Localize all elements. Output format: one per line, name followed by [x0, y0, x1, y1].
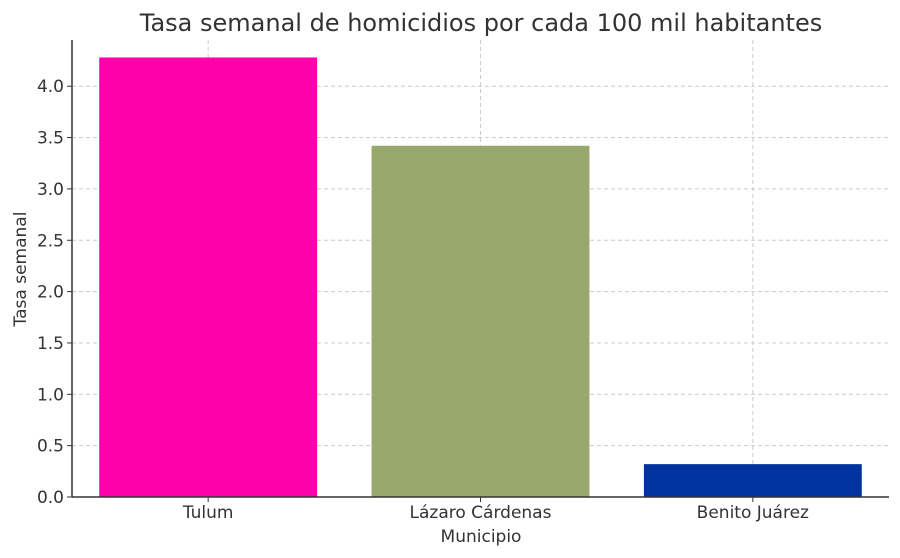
y-tick-label: 3.0 — [37, 180, 64, 200]
y-ticks: 0.0 0.5 1.0 1.5 2.0 2.5 3.0 3.5 4.0 — [37, 77, 72, 508]
y-tick-label: 1.5 — [37, 334, 64, 354]
y-tick-label: 3.5 — [37, 129, 64, 149]
x-tick-label: Tulum — [182, 503, 234, 523]
y-tick-label: 0.5 — [37, 437, 64, 457]
y-axis-label: Tasa semanal — [11, 212, 31, 328]
x-tick-label: Benito Juárez — [697, 503, 809, 523]
bar — [99, 57, 318, 497]
y-tick-label: 0.0 — [37, 488, 64, 508]
y-tick-label: 4.0 — [37, 77, 64, 97]
y-tick-label: 2.0 — [37, 283, 64, 303]
bar — [371, 145, 590, 497]
x-tick-label: Lázaro Cárdenas — [410, 503, 552, 523]
y-tick-label: 1.0 — [37, 385, 64, 405]
x-axis-label: Municipio — [441, 527, 522, 547]
bar — [643, 464, 862, 497]
y-tick-label: 2.5 — [37, 231, 64, 251]
bars — [99, 57, 862, 497]
chart-title: Tasa semanal de homicidios por cada 100 … — [139, 9, 822, 37]
x-ticks: Tulum Lázaro Cárdenas Benito Juárez — [182, 497, 809, 523]
